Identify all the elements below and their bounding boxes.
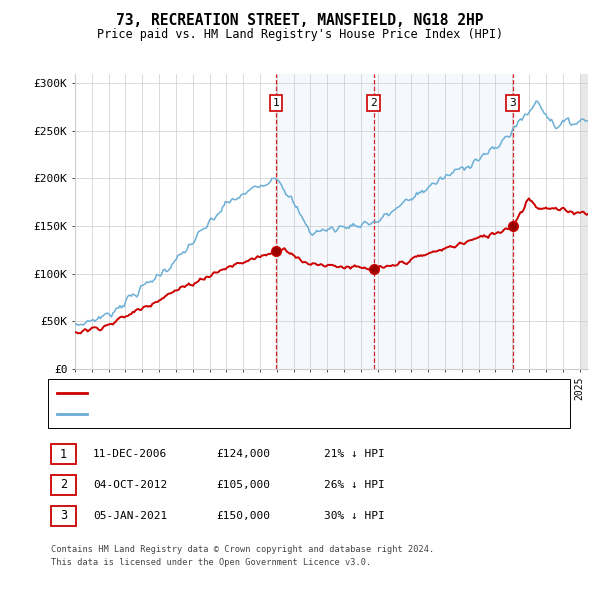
Text: 73, RECREATION STREET, MANSFIELD, NG18 2HP (detached house): 73, RECREATION STREET, MANSFIELD, NG18 2… bbox=[93, 388, 462, 398]
Text: £124,000: £124,000 bbox=[216, 450, 270, 459]
Bar bbox=[580, 74, 588, 369]
Text: 1: 1 bbox=[272, 99, 280, 108]
Text: £105,000: £105,000 bbox=[216, 480, 270, 490]
Text: £150,000: £150,000 bbox=[216, 511, 270, 520]
Text: 26% ↓ HPI: 26% ↓ HPI bbox=[324, 480, 385, 490]
Text: 3: 3 bbox=[60, 509, 67, 522]
Text: HPI: Average price, detached house, Mansfield: HPI: Average price, detached house, Mans… bbox=[93, 409, 374, 419]
Text: Contains HM Land Registry data © Crown copyright and database right 2024.: Contains HM Land Registry data © Crown c… bbox=[51, 545, 434, 555]
Bar bbox=[580, 74, 588, 369]
Text: 2: 2 bbox=[370, 99, 377, 108]
Text: 11-DEC-2006: 11-DEC-2006 bbox=[93, 450, 167, 459]
Text: This data is licensed under the Open Government Licence v3.0.: This data is licensed under the Open Gov… bbox=[51, 558, 371, 568]
Bar bbox=[276, 74, 512, 369]
Text: 73, RECREATION STREET, MANSFIELD, NG18 2HP: 73, RECREATION STREET, MANSFIELD, NG18 2… bbox=[116, 13, 484, 28]
Text: 04-OCT-2012: 04-OCT-2012 bbox=[93, 480, 167, 490]
Text: 2: 2 bbox=[60, 478, 67, 491]
Text: 05-JAN-2021: 05-JAN-2021 bbox=[93, 511, 167, 520]
Text: 30% ↓ HPI: 30% ↓ HPI bbox=[324, 511, 385, 520]
Text: Price paid vs. HM Land Registry's House Price Index (HPI): Price paid vs. HM Land Registry's House … bbox=[97, 28, 503, 41]
Text: 1: 1 bbox=[60, 448, 67, 461]
Text: 3: 3 bbox=[509, 99, 516, 108]
Text: 21% ↓ HPI: 21% ↓ HPI bbox=[324, 450, 385, 459]
